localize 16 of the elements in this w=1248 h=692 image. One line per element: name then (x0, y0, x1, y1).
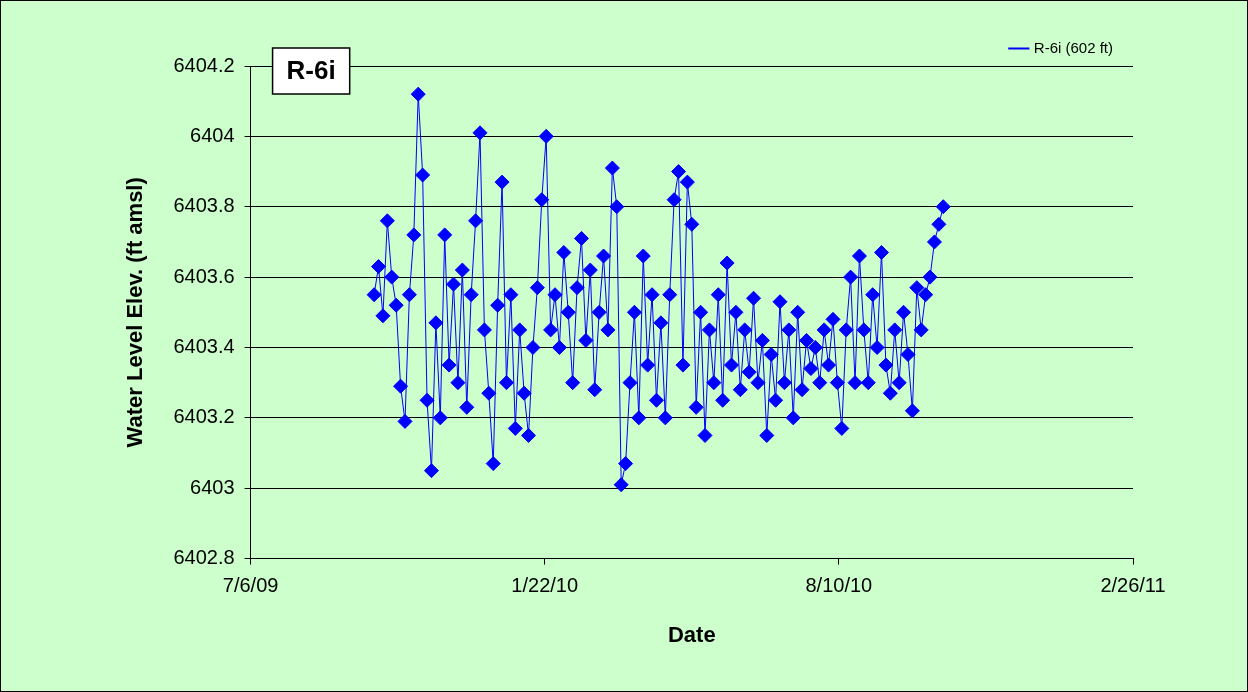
y-tick-label: 6403.6 (173, 264, 235, 287)
y-tick-label: 6404.2 (173, 53, 235, 76)
x-tick-label: 1/22/10 (511, 574, 579, 597)
y-tick-label: 6403.2 (173, 405, 235, 428)
chart-title: R-6i (286, 55, 336, 86)
y-tick-label: 6403.8 (173, 194, 235, 217)
y-tick-label: 6402.8 (173, 546, 235, 569)
y-tick-label: 6403.4 (173, 335, 235, 357)
y-tick-label: 6403 (190, 475, 235, 498)
x-tick-label: 8/10/10 (805, 574, 873, 597)
y-tick-label: 6404 (190, 123, 235, 146)
x-axis-title: Date (667, 621, 716, 647)
x-tick-label: 2/26/11 (1100, 574, 1166, 597)
y-axis-title: Water Level Elev. (ft amsl) (122, 177, 148, 448)
x-tick-label: 7/6/09 (222, 574, 279, 597)
legend-label: R-6i (602 ft) (1033, 38, 1114, 56)
